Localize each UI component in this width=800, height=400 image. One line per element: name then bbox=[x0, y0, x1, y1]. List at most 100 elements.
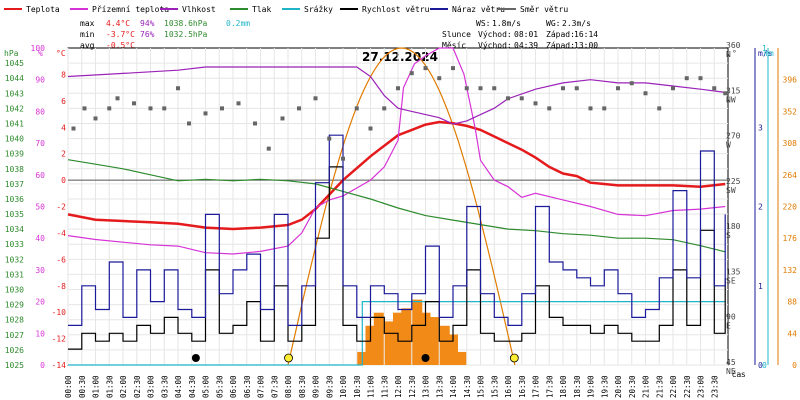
stats-min-press: 1032.5hPa bbox=[164, 30, 208, 39]
tick-rain-1: 1 bbox=[762, 44, 767, 53]
wind-dir-point-15 bbox=[280, 116, 285, 121]
tick-time-10: 05:00 bbox=[202, 375, 211, 398]
wind-dir-point-29 bbox=[478, 86, 483, 91]
tick-humidity-7: 70 bbox=[35, 139, 45, 148]
tick-direction-label-0: N bbox=[726, 50, 731, 59]
tick-direction-7: 45 bbox=[726, 358, 736, 367]
stats-avg-label: avg bbox=[80, 41, 95, 50]
wind-dir-point-39 bbox=[616, 86, 620, 91]
wind-dir-point-46 bbox=[712, 86, 717, 91]
legend-label-6: Náraz větru bbox=[452, 5, 505, 14]
series-layer bbox=[67, 47, 728, 366]
tick-humidity-3: 30 bbox=[35, 266, 45, 275]
tick-time-36: 18:00 bbox=[559, 375, 568, 398]
info-block: WS: 1.8m/s WG: 2.3m/s Slunce Východ: 08:… bbox=[442, 19, 598, 50]
tick-direction-label-3: SW bbox=[726, 186, 736, 195]
wind-dir-point-22 bbox=[382, 106, 387, 111]
tick-time-13: 06:30 bbox=[243, 375, 252, 398]
series-line-5 bbox=[68, 166, 726, 350]
tick-temperature-4: -6 bbox=[56, 255, 66, 264]
radiation-bar-6 bbox=[412, 299, 423, 365]
tick-pressure-3: 1028 bbox=[5, 316, 24, 325]
tick-time-39: 19:30 bbox=[600, 375, 609, 398]
wind-dir-point-28 bbox=[464, 86, 469, 91]
wind-dir-point-31 bbox=[506, 96, 510, 101]
tick-radiation-4: 176 bbox=[783, 234, 798, 243]
tick-time-6: 03:00 bbox=[147, 375, 156, 398]
tick-pressure-10: 1035 bbox=[5, 210, 24, 219]
stats-block: max 4.4°C 94% 1038.6hPa 0.2mm min -3.7°C… bbox=[80, 19, 250, 50]
tick-time-14: 07:00 bbox=[257, 375, 266, 398]
wind-dir-point-23 bbox=[396, 86, 400, 91]
tick-pressure-2: 1027 bbox=[5, 331, 24, 340]
wind-dir-point-32 bbox=[519, 96, 524, 101]
radiation-bar-10 bbox=[448, 334, 458, 365]
tick-direction-label-4: S bbox=[726, 231, 731, 240]
tick-time-34: 17:00 bbox=[532, 375, 541, 398]
wind-dir-point-3 bbox=[107, 106, 112, 111]
tick-direction-1: 315 bbox=[726, 86, 741, 95]
wind-dir-point-42 bbox=[657, 106, 662, 111]
tick-radiation-7: 308 bbox=[783, 139, 798, 148]
stats-max-rain: 0.2mm bbox=[226, 19, 250, 28]
sunrise-label: Východ: bbox=[478, 30, 512, 39]
wind-dir-point-34 bbox=[547, 106, 552, 111]
tick-time-30: 15:00 bbox=[477, 375, 486, 398]
wind-dir-point-37 bbox=[588, 106, 593, 111]
radiation-bar-2 bbox=[373, 312, 384, 365]
stats-max-press: 1038.6hPa bbox=[164, 19, 208, 28]
wind-dir-point-38 bbox=[602, 106, 607, 111]
wg-label: WG: bbox=[546, 19, 560, 28]
wind-dir-point-24 bbox=[409, 71, 414, 76]
tick-radiation-2: 88 bbox=[787, 298, 797, 307]
chart-title: 27.12.2024 bbox=[362, 50, 438, 64]
tick-radiation-5: 220 bbox=[783, 203, 798, 212]
axis-unit-rain: mm bbox=[764, 49, 774, 58]
tick-humidity-0: 0 bbox=[40, 361, 45, 370]
wind-dir-point-27 bbox=[451, 66, 455, 71]
wind-dir-point-4 bbox=[115, 96, 120, 101]
tick-radiation-6: 264 bbox=[783, 171, 798, 180]
tick-time-0: 00:00 bbox=[64, 375, 73, 398]
wind-dir-point-12 bbox=[236, 101, 241, 106]
tick-wind-3: 3 bbox=[758, 123, 763, 132]
sunrise-time: 08:01 bbox=[514, 30, 538, 39]
tick-pressure-17: 1042 bbox=[5, 104, 24, 113]
tick-time-47: 23:30 bbox=[710, 375, 719, 398]
tick-humidity-10: 100 bbox=[31, 44, 46, 53]
tick-pressure-19: 1044 bbox=[5, 74, 24, 83]
tick-time-27: 13:30 bbox=[435, 375, 444, 398]
tick-direction-label-1: NW bbox=[726, 95, 736, 104]
stats-min-temp: -3.7°C bbox=[106, 30, 135, 39]
tick-time-45: 22:30 bbox=[683, 375, 692, 398]
tick-time-42: 21:00 bbox=[642, 375, 651, 398]
tick-humidity-4: 40 bbox=[35, 234, 45, 243]
wind-dir-point-0 bbox=[71, 126, 76, 131]
tick-temperature-11: 8 bbox=[61, 70, 66, 79]
radiation-bar-1 bbox=[365, 325, 376, 365]
wg-value: 2.3m/s bbox=[562, 19, 591, 28]
radiation-bar-7 bbox=[420, 312, 431, 365]
wind-dir-point-10 bbox=[203, 111, 208, 116]
tick-time-22: 11:00 bbox=[367, 375, 376, 398]
tick-time-33: 16:30 bbox=[518, 375, 527, 398]
legend-label-1: Přízemní teplota bbox=[92, 5, 169, 14]
wind-dir-point-26 bbox=[437, 76, 442, 81]
moonrise-time: 04:39 bbox=[514, 41, 538, 50]
moonset-label: Západ: bbox=[546, 41, 575, 50]
series-line-3 bbox=[67, 159, 726, 253]
wind-dir-point-35 bbox=[561, 86, 565, 91]
tick-radiation-9: 396 bbox=[783, 76, 798, 85]
tick-time-40: 20:00 bbox=[614, 375, 623, 398]
tick-pressure-8: 1033 bbox=[5, 240, 24, 249]
legend-label-2: Vlhkost bbox=[182, 5, 216, 14]
ws-label: WS: bbox=[476, 19, 490, 28]
tick-time-32: 16:00 bbox=[504, 375, 513, 398]
tick-direction-label-5: SE bbox=[726, 276, 736, 285]
tick-time-43: 21:30 bbox=[655, 375, 664, 398]
tick-temperature-3: -8 bbox=[56, 282, 66, 291]
axis-unit-pressure: hPa bbox=[4, 49, 19, 58]
tick-time-35: 17:30 bbox=[545, 375, 554, 398]
tick-direction-2: 270 bbox=[726, 132, 741, 141]
wind-dir-point-33 bbox=[533, 101, 538, 106]
